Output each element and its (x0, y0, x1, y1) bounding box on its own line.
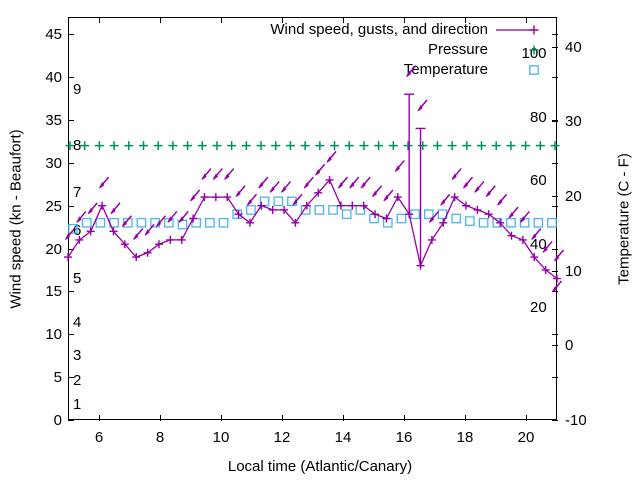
tick-label: 45 (45, 26, 62, 43)
beaufort-label: 9 (73, 80, 82, 98)
tick-label: 0 (565, 337, 574, 354)
y2-axis-label: Temperature (C - F) (615, 152, 633, 285)
tick-label: 16 (395, 429, 413, 446)
fahrenheit-label: 20 (530, 299, 547, 317)
legend-item-2[interactable]: Pressure (427, 41, 488, 58)
y-axis-label: Wind speed (kn - Beaufort) (7, 128, 25, 309)
beaufort-label: 8 (73, 136, 82, 154)
fahrenheit-label: 60 (530, 172, 547, 190)
beaufort-label: 1 (73, 395, 82, 413)
tick-label: 30 (565, 113, 582, 130)
tick-label: 25 (45, 198, 62, 215)
legend-item-3[interactable]: Temperature (403, 61, 488, 78)
tick-label: 30 (45, 155, 62, 172)
tick-label: 10 (565, 263, 582, 280)
tick-label: 12 (273, 429, 291, 446)
tick-label: 15 (45, 283, 62, 300)
x-axis-label: Local time (Atlantic/Canary) (227, 458, 413, 475)
tick-label: 10 (45, 326, 62, 343)
tick-label: 20 (517, 429, 535, 446)
legend-item-1[interactable]: Wind speed, gusts, and direction (270, 21, 488, 38)
tick-label: 8 (155, 429, 165, 446)
tick-label: 6 (94, 429, 104, 446)
tick-label: 40 (45, 69, 62, 86)
tick-label: 40 (565, 39, 582, 56)
beaufort-label: 5 (73, 269, 82, 287)
tick-label: 20 (45, 241, 62, 258)
tick-label: 20 (565, 188, 582, 205)
beaufort-label: 3 (73, 346, 82, 364)
tick-label: 10 (212, 429, 230, 446)
tick-label: 18 (456, 429, 474, 446)
tick-label: 35 (45, 112, 62, 129)
beaufort-label: 4 (73, 314, 82, 332)
beaufort-label: 6 (73, 222, 82, 240)
beaufort-label: 7 (73, 183, 82, 201)
tick-label: 14 (334, 429, 352, 446)
fahrenheit-label: 100 (521, 45, 547, 63)
tick-label: 5 (53, 369, 62, 386)
fahrenheit-label: 40 (530, 235, 547, 253)
tick-label: 0 (53, 412, 62, 429)
beaufort-label: 2 (73, 372, 82, 390)
fahrenheit-label: 80 (530, 108, 547, 126)
tick-label: -10 (565, 412, 587, 429)
